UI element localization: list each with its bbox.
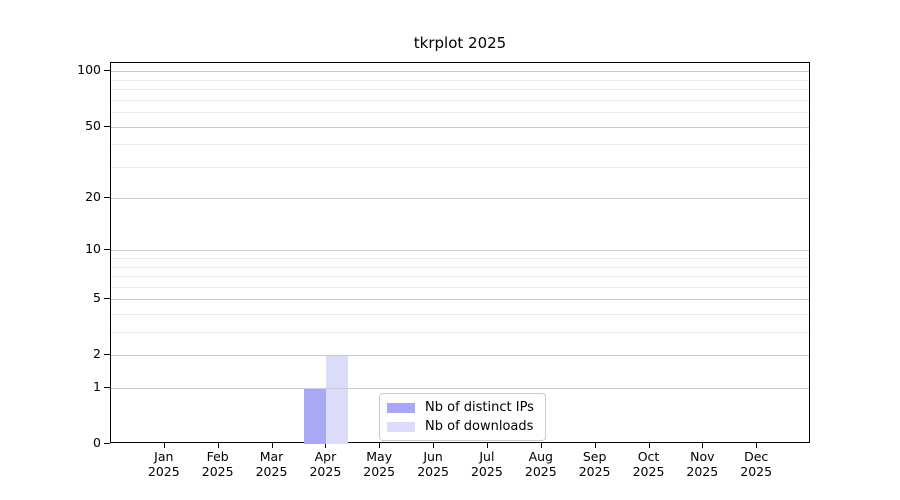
x-tick-label-nov: Nov 2025: [686, 449, 719, 479]
x-tick-label-aug: Aug 2025: [524, 449, 557, 479]
y-tick-label: 20: [85, 189, 101, 205]
gridline-major: [111, 299, 809, 301]
gridline-minor: [111, 79, 809, 81]
x-tick-mark: [756, 443, 758, 448]
chart-title: tkrplot 2025: [413, 34, 507, 52]
x-tick-label-oct: Oct 2025: [632, 449, 665, 479]
x-tick-mark: [163, 443, 165, 448]
gridline-major: [111, 355, 809, 357]
y-tick-label: 100: [77, 62, 101, 78]
y-tick-label: 5: [93, 290, 101, 306]
y-tick-mark: [104, 387, 110, 388]
legend-swatch-icon: [387, 402, 415, 413]
x-tick-label-dec: Dec 2025: [740, 449, 773, 479]
gridline-major: [111, 388, 809, 389]
gridline-minor: [111, 144, 809, 146]
y-tick-label: 0: [93, 435, 101, 450]
x-tick-label-mar: Mar 2025: [255, 449, 288, 479]
gridline-minor: [111, 332, 809, 334]
bar-apr-downloads: [326, 355, 349, 444]
x-tick-mark: [594, 443, 596, 448]
x-tick-mark: [486, 443, 488, 448]
gridline-major: [111, 126, 809, 128]
gridline-major: [111, 198, 809, 200]
bar-apr-distinct-ips: [304, 388, 327, 444]
y-tick-mark: [104, 443, 110, 444]
x-tick-mark: [433, 443, 435, 448]
gridline-minor: [111, 112, 809, 114]
x-tick-mark: [648, 443, 650, 448]
bars-layer: [111, 63, 809, 444]
legend-item: Nb of downloads: [387, 419, 534, 434]
gridline-major: [111, 71, 809, 73]
legend: Nb of distinct IPs Nb of downloads: [379, 393, 546, 441]
x-tick-label-jan: Jan 2025: [147, 449, 180, 479]
legend-swatch-icon: [387, 421, 415, 432]
y-tick-label: 50: [85, 117, 101, 133]
x-tick-label-sep: Sep 2025: [578, 449, 611, 479]
gridlines-layer: [111, 63, 809, 442]
x-tick-mark: [217, 443, 219, 448]
x-tick-label-jul: Jul 2025: [470, 449, 503, 479]
y-tick-mark: [104, 354, 110, 356]
gridline-minor: [111, 286, 809, 288]
y-tick-label: 10: [85, 241, 101, 257]
gridline-minor: [111, 89, 809, 91]
gridline-minor: [111, 314, 809, 315]
y-tick-mark: [104, 70, 110, 72]
y-tick-label: 1: [93, 379, 101, 394]
gridline-minor: [111, 166, 809, 168]
gridline-minor: [111, 266, 809, 268]
gridline-minor: [111, 258, 809, 260]
x-tick-label-may: May 2025: [363, 449, 396, 479]
y-tick-mark: [104, 298, 110, 300]
x-tick-mark: [325, 443, 327, 448]
gridline-major: [111, 250, 809, 252]
x-tick-mark: [271, 443, 273, 448]
y-tick-mark: [104, 197, 110, 199]
legend-label: Nb of downloads: [425, 419, 534, 434]
plot-area: Nb of distinct IPs Nb of downloads: [110, 62, 810, 444]
legend-label: Nb of distinct IPs: [425, 400, 534, 415]
y-tick-mark: [104, 125, 110, 127]
x-tick-mark: [379, 443, 381, 448]
y-tick-label: 2: [93, 346, 101, 362]
x-tick-mark: [702, 443, 704, 448]
legend-item: Nb of distinct IPs: [387, 400, 534, 415]
x-tick-label-jun: Jun 2025: [417, 449, 449, 479]
gridline-minor: [111, 99, 809, 101]
x-tick-label-apr: Apr 2025: [309, 449, 342, 479]
x-tick-mark: [540, 443, 542, 448]
x-tick-label-feb: Feb 2025: [201, 449, 234, 479]
y-tick-mark: [104, 249, 110, 251]
gridline-minor: [111, 276, 809, 278]
